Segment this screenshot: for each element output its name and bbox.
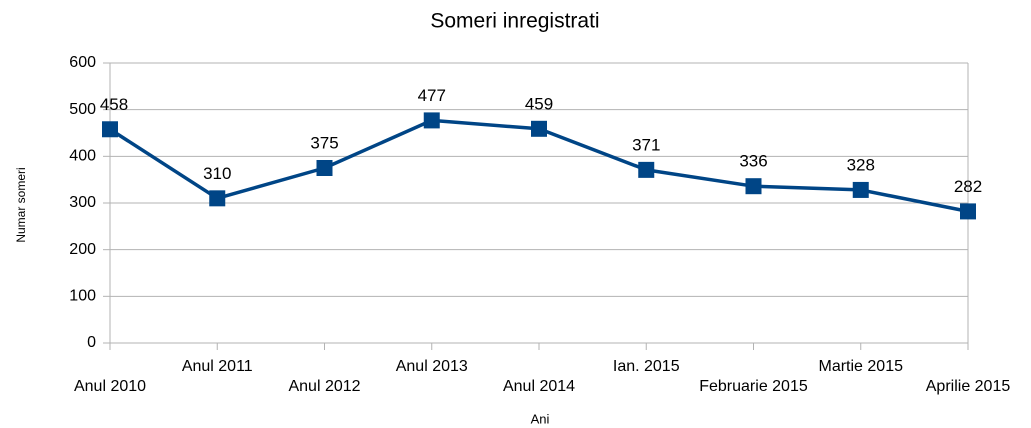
data-label: 328 [847, 155, 875, 174]
y-axis-label: Numar someri [14, 167, 28, 242]
y-tick-label: 0 [87, 334, 96, 351]
x-tick-label: Februarie 2015 [699, 378, 808, 395]
data-label: 375 [310, 133, 338, 152]
x-tick-label: Martie 2015 [819, 358, 904, 375]
y-tick-label: 300 [69, 194, 96, 211]
marker [638, 161, 655, 178]
y-tick-label: 600 [69, 54, 96, 71]
data-label: 282 [954, 177, 982, 196]
marker [423, 112, 440, 129]
x-tick-label: Anul 2014 [503, 378, 575, 395]
marker [960, 203, 976, 220]
marker [209, 190, 226, 207]
y-tick-label: 200 [69, 241, 96, 258]
x-tick-label: Anul 2013 [396, 358, 468, 375]
marker [852, 181, 869, 198]
marker [102, 121, 118, 138]
x-tick-label: Ian. 2015 [613, 358, 680, 375]
data-label: 458 [100, 95, 128, 114]
x-tick-label: Anul 2011 [182, 358, 253, 375]
data-label: 459 [525, 94, 553, 113]
marker [745, 178, 762, 195]
marker [316, 160, 333, 176]
x-axis-label: Ani [531, 411, 550, 426]
marker [531, 120, 547, 137]
x-tick-label: Anul 2012 [288, 378, 360, 395]
x-tick-label: Anul 2010 [74, 378, 146, 395]
data-label: 477 [418, 86, 446, 105]
y-tick-label: 100 [69, 288, 96, 305]
data-label: 336 [739, 152, 767, 171]
data-label: 310 [203, 164, 231, 183]
y-tick-label: 500 [69, 101, 96, 118]
y-tick-label: 400 [69, 148, 96, 165]
x-tick-label: Aprilie 2015 [926, 378, 1011, 395]
chart-title: Someri inregistrati [430, 10, 599, 33]
data-label: 371 [632, 135, 660, 154]
